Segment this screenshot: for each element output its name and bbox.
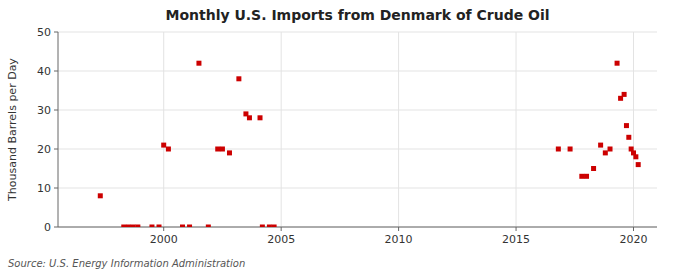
- point: [206, 225, 211, 228]
- point: [568, 147, 573, 152]
- grid: [58, 32, 657, 227]
- x-tick-label: 2000: [150, 233, 178, 246]
- grid-line-x: [398, 32, 399, 227]
- y-tick-label: 0: [44, 221, 51, 234]
- point: [626, 135, 631, 140]
- point: [624, 123, 629, 128]
- x-tick: [163, 227, 164, 231]
- point: [161, 143, 166, 148]
- x-tick-label: 2010: [385, 233, 413, 246]
- x-tick: [633, 227, 634, 231]
- point: [608, 147, 613, 152]
- point: [149, 225, 154, 228]
- point: [236, 76, 241, 81]
- point: [260, 225, 265, 228]
- point: [622, 92, 627, 97]
- point: [166, 147, 171, 152]
- x-tick-label: 2005: [267, 233, 295, 246]
- title: Monthly U.S. Imports from Denmark of Cru…: [165, 7, 549, 23]
- x-tick: [281, 227, 282, 231]
- grid-line-x: [633, 32, 634, 227]
- point: [180, 225, 185, 228]
- grid-line-y: [58, 149, 657, 150]
- point: [98, 193, 103, 198]
- point: [556, 147, 561, 152]
- x-axis-line: [58, 227, 657, 228]
- y-axis-line: [58, 32, 59, 227]
- point: [584, 174, 589, 179]
- point: [603, 150, 608, 155]
- y-tick-label: 20: [37, 143, 51, 156]
- y-tick-label: 40: [37, 65, 51, 78]
- y-tick: [54, 71, 58, 72]
- point: [636, 162, 641, 167]
- x-tick: [516, 227, 517, 231]
- point: [591, 166, 596, 171]
- grid-line-x: [281, 32, 282, 227]
- y-tick: [54, 188, 58, 189]
- grid-line-y: [58, 32, 657, 33]
- chart: 2000 2005 2010 2015 2020 0 10 20 30 40 50 Monthly U…: [0, 0, 675, 275]
- source: Source: U.S. Energy Information Administ…: [8, 258, 245, 269]
- point: [215, 147, 220, 152]
- y-tick-label: 10: [37, 182, 51, 195]
- point: [187, 225, 192, 228]
- point: [598, 143, 603, 148]
- x-tick: [398, 227, 399, 231]
- y-tick-label: 50: [37, 26, 51, 39]
- point: [579, 174, 584, 179]
- point: [220, 147, 225, 152]
- grid-line-y: [58, 71, 657, 72]
- points: [98, 61, 641, 227]
- point: [615, 61, 620, 66]
- point: [135, 225, 140, 228]
- point: [196, 61, 201, 66]
- point: [227, 150, 232, 155]
- point: [258, 115, 263, 120]
- point: [267, 225, 272, 228]
- point: [126, 225, 131, 228]
- point: [633, 154, 638, 159]
- chart-container: 2000 2005 2010 2015 2020 0 10 20 30 40 50 Monthly U…: [0, 0, 675, 275]
- grid-line-y: [58, 227, 657, 228]
- y-tick: [54, 32, 58, 33]
- grid-line-x: [516, 32, 517, 227]
- y-tick-label: 30: [37, 104, 51, 117]
- point: [157, 225, 162, 228]
- grid-line-y: [58, 188, 657, 189]
- point: [272, 225, 277, 228]
- point: [121, 225, 126, 228]
- y-tick: [54, 110, 58, 111]
- point: [247, 115, 252, 120]
- x-tick-label: 2020: [620, 233, 648, 246]
- point: [131, 225, 136, 228]
- grid-line-x: [163, 32, 164, 227]
- y-tick: [54, 149, 58, 150]
- y-axis-label: Thousand Barrels per Day: [6, 58, 19, 202]
- grid-line-y: [58, 110, 657, 111]
- x-tick-label: 2015: [502, 233, 530, 246]
- y-tick: [54, 227, 58, 228]
